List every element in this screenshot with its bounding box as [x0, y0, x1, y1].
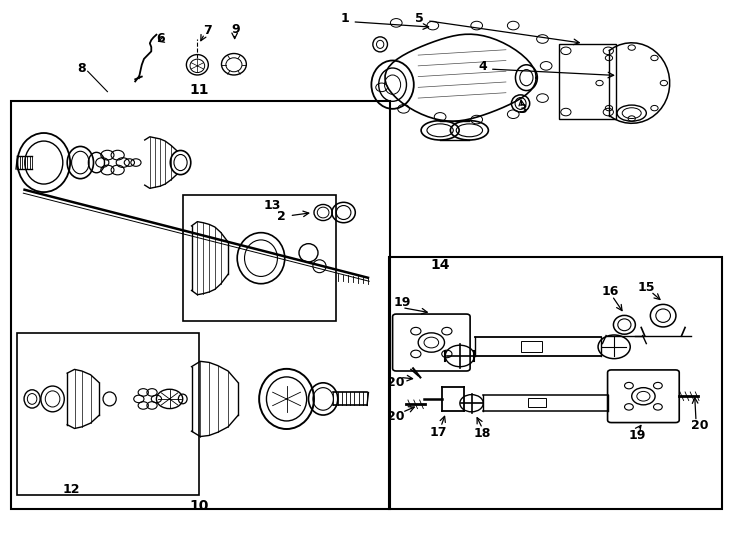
- Text: 20: 20: [691, 419, 708, 433]
- Text: 9: 9: [231, 23, 240, 36]
- Text: 19: 19: [393, 296, 411, 309]
- Text: 16: 16: [601, 285, 619, 298]
- Bar: [18, 333, 199, 495]
- Text: 14: 14: [430, 258, 450, 272]
- Text: 1: 1: [341, 12, 349, 25]
- Text: 19: 19: [629, 429, 646, 442]
- Text: 10: 10: [189, 500, 208, 514]
- Bar: [389, 256, 722, 509]
- Text: 2: 2: [277, 210, 286, 223]
- Text: 5: 5: [415, 12, 424, 25]
- Text: 20: 20: [388, 410, 405, 423]
- Text: 12: 12: [62, 483, 79, 496]
- Text: 11: 11: [189, 83, 208, 97]
- Text: 13: 13: [264, 199, 280, 212]
- Bar: [559, 44, 616, 118]
- Bar: [520, 341, 542, 352]
- Text: 15: 15: [638, 281, 655, 294]
- Text: 4: 4: [478, 60, 487, 73]
- Text: 7: 7: [203, 24, 212, 37]
- Text: 6: 6: [156, 32, 164, 45]
- Text: 17: 17: [430, 426, 448, 438]
- Bar: [11, 101, 390, 509]
- Text: 18: 18: [474, 427, 491, 440]
- Bar: [183, 195, 336, 321]
- Text: 20: 20: [388, 376, 405, 389]
- Bar: [528, 399, 546, 407]
- Text: 8: 8: [78, 62, 86, 75]
- Text: 3: 3: [517, 103, 526, 117]
